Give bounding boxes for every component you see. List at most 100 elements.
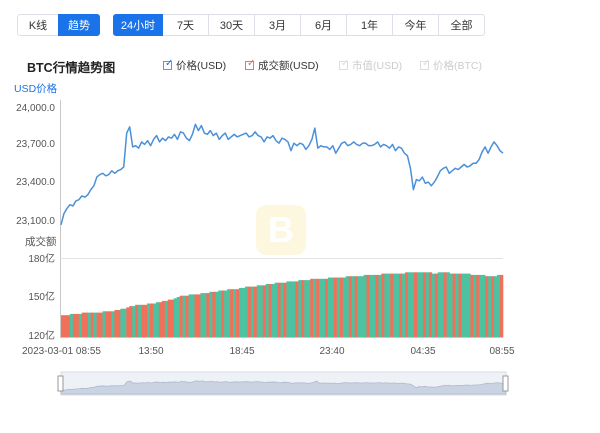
- range-tab-0[interactable]: 24小时: [113, 14, 163, 36]
- volume-bars: [61, 272, 504, 337]
- volume-bar: [333, 277, 338, 337]
- volume-bar: [87, 312, 91, 337]
- range-tab-7[interactable]: 全部: [438, 14, 485, 36]
- legend-price-btc[interactable]: ✓ 价格(BTC): [420, 58, 482, 73]
- volume-bar: [212, 291, 216, 337]
- volume-bar: [259, 285, 264, 337]
- volume-bar: [141, 304, 145, 337]
- volume-bar: [268, 284, 272, 337]
- zoom-handle-right[interactable]: [502, 375, 509, 392]
- volume-bar: [81, 312, 86, 337]
- volume-bar: [244, 286, 249, 337]
- volume-bar: [176, 297, 180, 337]
- volume-bar: [200, 293, 204, 337]
- checkbox-icon: ✓: [420, 58, 431, 70]
- volume-bar: [319, 278, 323, 337]
- volume-bar: [158, 302, 163, 337]
- view-tab-1[interactable]: 趋势: [58, 14, 100, 36]
- volume-bar: [117, 310, 121, 337]
- volume-bar: [206, 293, 210, 337]
- volume-bar: [470, 274, 474, 337]
- volume-bar: [339, 277, 344, 337]
- chart-title: BTC行情趋势图: [27, 61, 116, 75]
- range-tab-3[interactable]: 3月: [254, 14, 301, 36]
- volume-bar: [66, 315, 71, 337]
- volume-bar: [155, 302, 160, 337]
- volume-bar: [126, 307, 130, 337]
- zoom-slider[interactable]: [57, 371, 509, 396]
- x-tick-label: 23:40: [319, 346, 344, 357]
- volume-bar: [236, 289, 240, 337]
- volume-bar: [372, 274, 376, 337]
- volume-bar: [351, 276, 355, 337]
- legend-volume-usd[interactable]: ✓ 成交额(USD): [245, 58, 319, 73]
- price-tick-label: 24,000.0: [16, 103, 55, 114]
- volume-bar: [233, 289, 237, 337]
- volume-bar: [363, 274, 367, 337]
- volume-bar: [378, 274, 382, 337]
- volume-bar: [411, 272, 415, 337]
- volume-bar: [152, 303, 157, 337]
- x-tick-label: 08:55: [489, 346, 514, 357]
- volume-bar: [129, 306, 133, 337]
- svg-text:B: B: [268, 209, 294, 250]
- volume-bar: [164, 300, 169, 337]
- legend-label: 市值(USD): [352, 60, 403, 72]
- volume-bar: [408, 272, 412, 337]
- volume-bar: [72, 313, 77, 337]
- volume-bar: [295, 281, 299, 337]
- price-tick-label: 23,700.0: [16, 139, 55, 150]
- volume-bar: [144, 304, 148, 337]
- volume-bar: [185, 295, 189, 337]
- range-tab-6[interactable]: 今年: [392, 14, 439, 36]
- volume-bar: [250, 286, 255, 337]
- volume-bar: [90, 312, 94, 337]
- volume-bar: [405, 272, 409, 337]
- volume-bar: [322, 278, 326, 337]
- volume-bar: [500, 274, 504, 337]
- volume-bar: [93, 312, 97, 337]
- volume-bar: [354, 276, 358, 337]
- volume-bar: [61, 315, 65, 337]
- legend-price-usd[interactable]: ✓ 价格(USD): [163, 58, 226, 73]
- volume-tick-label: 120亿: [28, 329, 55, 342]
- volume-bar: [173, 298, 177, 337]
- volume-bar: [96, 312, 100, 337]
- volume-bar: [390, 273, 394, 337]
- watermark-logo: B: [256, 205, 306, 255]
- volume-bar: [224, 290, 228, 337]
- volume-bar: [345, 276, 350, 337]
- x-tick-label: 2023-03-01 08:55: [22, 346, 101, 357]
- range-tab-2[interactable]: 30天: [208, 14, 255, 36]
- volume-bar: [342, 277, 347, 337]
- volume-bar: [443, 272, 447, 337]
- volume-bar: [479, 274, 483, 337]
- zoom-handle-left[interactable]: [57, 375, 64, 392]
- range-tab-group: 24小时 7天 30天 3月 6月 1年 今年 全部: [113, 14, 485, 36]
- volume-bar: [304, 280, 308, 337]
- volume-bar: [105, 311, 109, 337]
- price-tick-label: 23,100.0: [16, 216, 55, 227]
- volume-bar: [446, 272, 450, 337]
- volume-bar: [99, 312, 103, 337]
- volume-bar: [369, 274, 373, 337]
- price-line: [60, 123, 504, 225]
- volume-axis-title: 成交额: [25, 235, 57, 248]
- legend-market-cap-usd[interactable]: ✓ 市值(USD): [339, 58, 402, 73]
- volume-bar: [399, 273, 403, 337]
- volume-bar: [307, 280, 311, 337]
- volume-bar: [313, 278, 317, 337]
- legend-label: 成交额(USD): [258, 60, 319, 72]
- volume-bar: [221, 290, 225, 337]
- checkbox-icon: ✓: [163, 58, 174, 70]
- volume-bar: [123, 308, 127, 337]
- legend-label: 价格(USD): [176, 60, 227, 72]
- volume-bar: [78, 313, 83, 337]
- volume-bar: [102, 311, 106, 337]
- volume-bar: [179, 295, 183, 337]
- x-tick-label: 18:45: [229, 346, 254, 357]
- checkbox-icon: ✓: [245, 58, 256, 70]
- volume-bar: [310, 278, 314, 337]
- volume-bar: [286, 281, 290, 337]
